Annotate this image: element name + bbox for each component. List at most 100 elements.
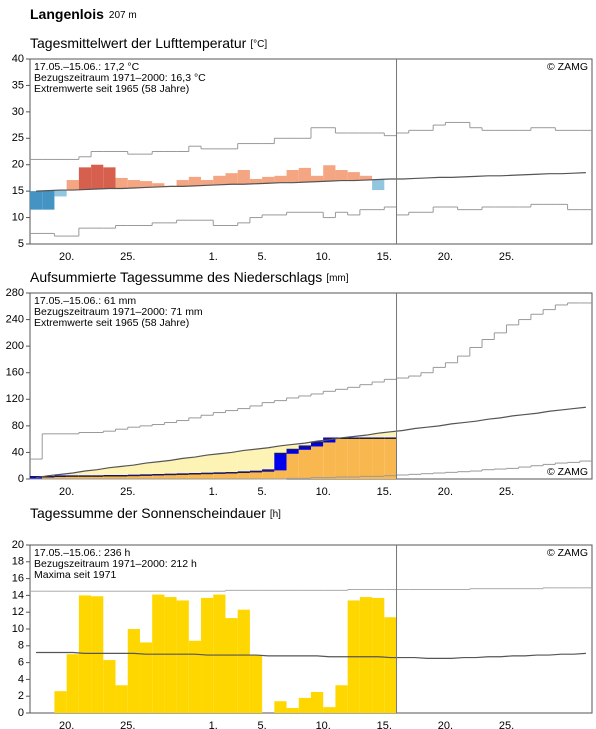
y-tick-label: 6	[18, 657, 24, 669]
x-tick-label: 1.	[209, 486, 218, 498]
observed-area	[176, 474, 189, 479]
deficit-area	[115, 466, 128, 477]
bar	[66, 654, 79, 713]
anomaly-bar	[188, 176, 202, 186]
y-tick-label: 10	[12, 623, 24, 635]
observed-area	[335, 438, 348, 479]
bar	[298, 697, 311, 713]
observed-area	[225, 473, 238, 479]
deficit-area	[286, 444, 299, 450]
observed-area	[286, 449, 299, 479]
anomaly-bar	[262, 176, 275, 184]
x-tick-label: 10.	[316, 486, 331, 498]
annotation: Bezugszeitraum 1971–2000: 212 h	[34, 558, 197, 570]
x-tick-label: 20.	[438, 251, 453, 263]
y-tick-label: 18	[12, 556, 24, 568]
credit: © ZAMG	[547, 61, 588, 73]
observed-area	[164, 474, 177, 479]
deficit-area	[359, 435, 373, 439]
observed-area	[384, 438, 397, 479]
observed-area	[54, 476, 67, 479]
x-tick-label: 1.	[209, 251, 218, 263]
header: Langenlois 207 m	[30, 6, 137, 22]
chart-title: Aufsummierte Tagessumme des Niederschlag…	[30, 269, 349, 285]
anomaly-bar	[201, 180, 214, 186]
y-tick-label: 0	[18, 707, 24, 719]
observed-area	[262, 470, 275, 479]
observed-area	[311, 442, 324, 479]
y-tick-label: 30	[12, 106, 24, 118]
x-tick-label: 15.	[377, 251, 392, 263]
anomaly-bar	[335, 170, 348, 181]
anomaly-bar	[286, 170, 299, 183]
x-tick-label: 25.	[120, 720, 135, 729]
anomaly-bar	[42, 190, 55, 210]
x-tick-label: 20.	[59, 486, 74, 498]
credit: © ZAMG	[547, 547, 588, 559]
bar	[176, 600, 189, 713]
marks	[30, 587, 592, 713]
observed-area	[298, 446, 311, 479]
bar	[127, 629, 140, 713]
deficit-area	[213, 453, 226, 474]
credit: © ZAMG	[547, 466, 588, 478]
deficit-area	[91, 469, 104, 477]
marks	[30, 302, 592, 480]
observed-area	[213, 473, 226, 479]
title-unit: [h]	[270, 509, 281, 520]
anomaly-bar	[311, 175, 324, 182]
observed-area	[103, 476, 116, 479]
bar	[139, 642, 153, 713]
daily-increment	[298, 445, 311, 450]
x-tick-label: 5.	[258, 251, 267, 263]
anomaly-bar	[298, 167, 311, 183]
deficit-area	[262, 447, 275, 471]
title-text: Tagesmittelwert der Lufttemperatur	[30, 35, 247, 51]
station-name: Langenlois	[30, 6, 104, 22]
y-tick-label: 40	[12, 446, 24, 458]
y-tick-label: 4	[18, 673, 24, 685]
deficit-area	[298, 443, 311, 447]
station-elevation: 207 m	[109, 10, 137, 21]
observed-area	[127, 475, 140, 479]
title-text: Tagessumme der Sonnenscheindauer	[30, 505, 266, 521]
deficit-area	[274, 445, 287, 454]
anomaly-bar	[152, 183, 165, 187]
bar	[54, 691, 67, 713]
chart-title: Tagessumme der Sonnenscheindauer [h]	[30, 505, 281, 521]
bar	[249, 655, 263, 713]
anomaly-bar	[91, 164, 104, 190]
x-tick-label: 10.	[316, 720, 331, 729]
observed-area	[115, 476, 128, 479]
title-unit: [°C]	[250, 39, 267, 50]
daily-increment	[274, 452, 287, 471]
anomaly-bar	[213, 175, 226, 185]
y-tick-label: 14	[12, 589, 24, 601]
y-tick-label: 12	[12, 606, 24, 618]
bar	[237, 609, 250, 713]
observed-area	[201, 473, 214, 479]
y-tick-label: 40	[12, 53, 24, 65]
title-text: Aufsummierte Tagessumme des Niederschlag…	[30, 269, 322, 285]
observed-area	[188, 474, 202, 479]
anomaly-bar	[249, 178, 263, 184]
deficit-area	[176, 458, 189, 475]
bar	[286, 707, 299, 713]
chart-panel: Aufsummierte Tagessumme des Niederschlag…	[6, 269, 593, 498]
deficit-area	[78, 471, 92, 477]
y-tick-label: 20	[12, 539, 24, 551]
y-tick-label: 120	[6, 393, 24, 405]
x-tick-label: 1.	[209, 720, 218, 729]
anomaly-bar	[237, 170, 250, 185]
anomaly-bar	[323, 165, 336, 182]
y-tick-label: 240	[6, 313, 24, 325]
anomaly-bar	[78, 167, 92, 190]
marks	[30, 121, 592, 237]
bar	[372, 597, 385, 713]
annotation: Maxima seit 1971	[34, 569, 116, 581]
observed-area	[139, 475, 153, 479]
annotation: Extremwerte seit 1965 (58 Jahre)	[34, 83, 189, 95]
y-tick-label: 280	[6, 287, 24, 299]
bar	[323, 707, 336, 713]
x-tick-label: 5.	[258, 720, 267, 729]
